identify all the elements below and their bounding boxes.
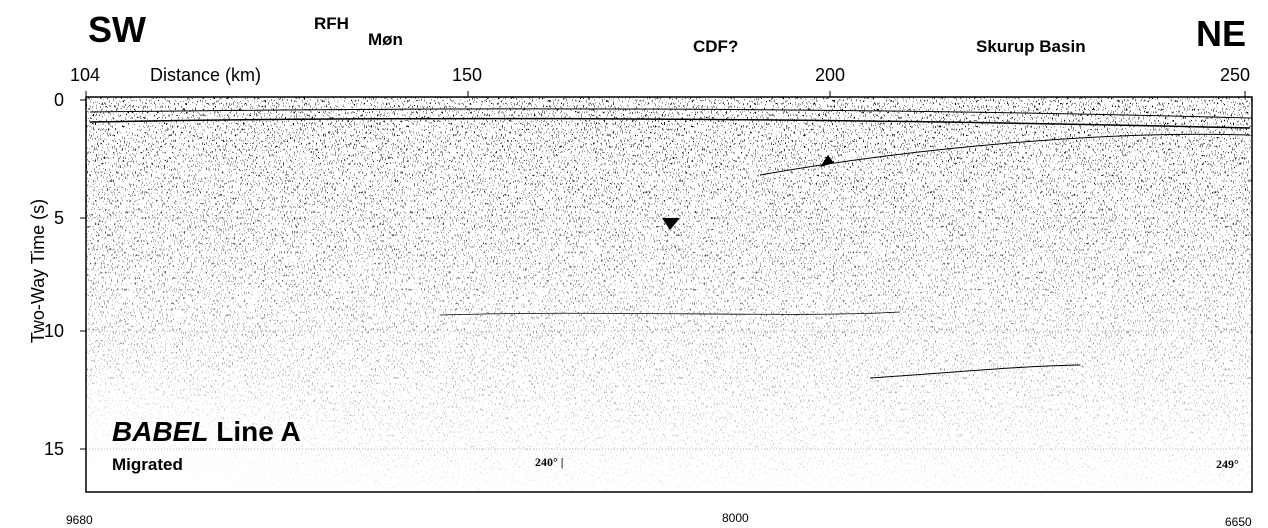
arrowhead (820, 155, 834, 167)
feature-label: Skurup Basin (976, 37, 1086, 56)
tick-label: 0 (54, 90, 65, 110)
panel-subtitle: Migrated (112, 455, 183, 474)
tick-label: 200 (815, 65, 846, 85)
arrowhead (662, 218, 680, 230)
frame (85, 96, 1253, 493)
tick-label: 250 (1220, 65, 1251, 85)
tick-label: 6650 (1225, 515, 1252, 528)
feature-label: RFH (314, 14, 349, 33)
tick-label: 10 (44, 321, 65, 341)
tick-label: 9680 (66, 513, 93, 527)
axis-title: Two-Way Time (s) (28, 198, 48, 344)
fade (86, 200, 786, 492)
panel-title-italic: BABEL (112, 416, 209, 447)
annotation: 240° | (535, 455, 564, 469)
direction-label: SW (88, 9, 146, 50)
axis-title: Distance (km) (150, 65, 262, 85)
panel-title: BABEL Line A (112, 418, 301, 446)
tick-marks (80, 91, 1246, 450)
tick-label: 15 (44, 439, 65, 459)
tick-label: 104 (70, 65, 101, 85)
tick-label: 150 (452, 65, 483, 85)
tick-label: 8000 (722, 511, 749, 525)
annotation: 249° (1216, 457, 1239, 471)
reflectors (89, 108, 1251, 379)
feature-label: CDF? (693, 37, 739, 56)
direction-label: NE (1196, 13, 1247, 54)
tick-label: 5 (54, 208, 65, 228)
panel-title-rest: Line A (216, 416, 301, 447)
feature-label: Møn (368, 30, 403, 49)
